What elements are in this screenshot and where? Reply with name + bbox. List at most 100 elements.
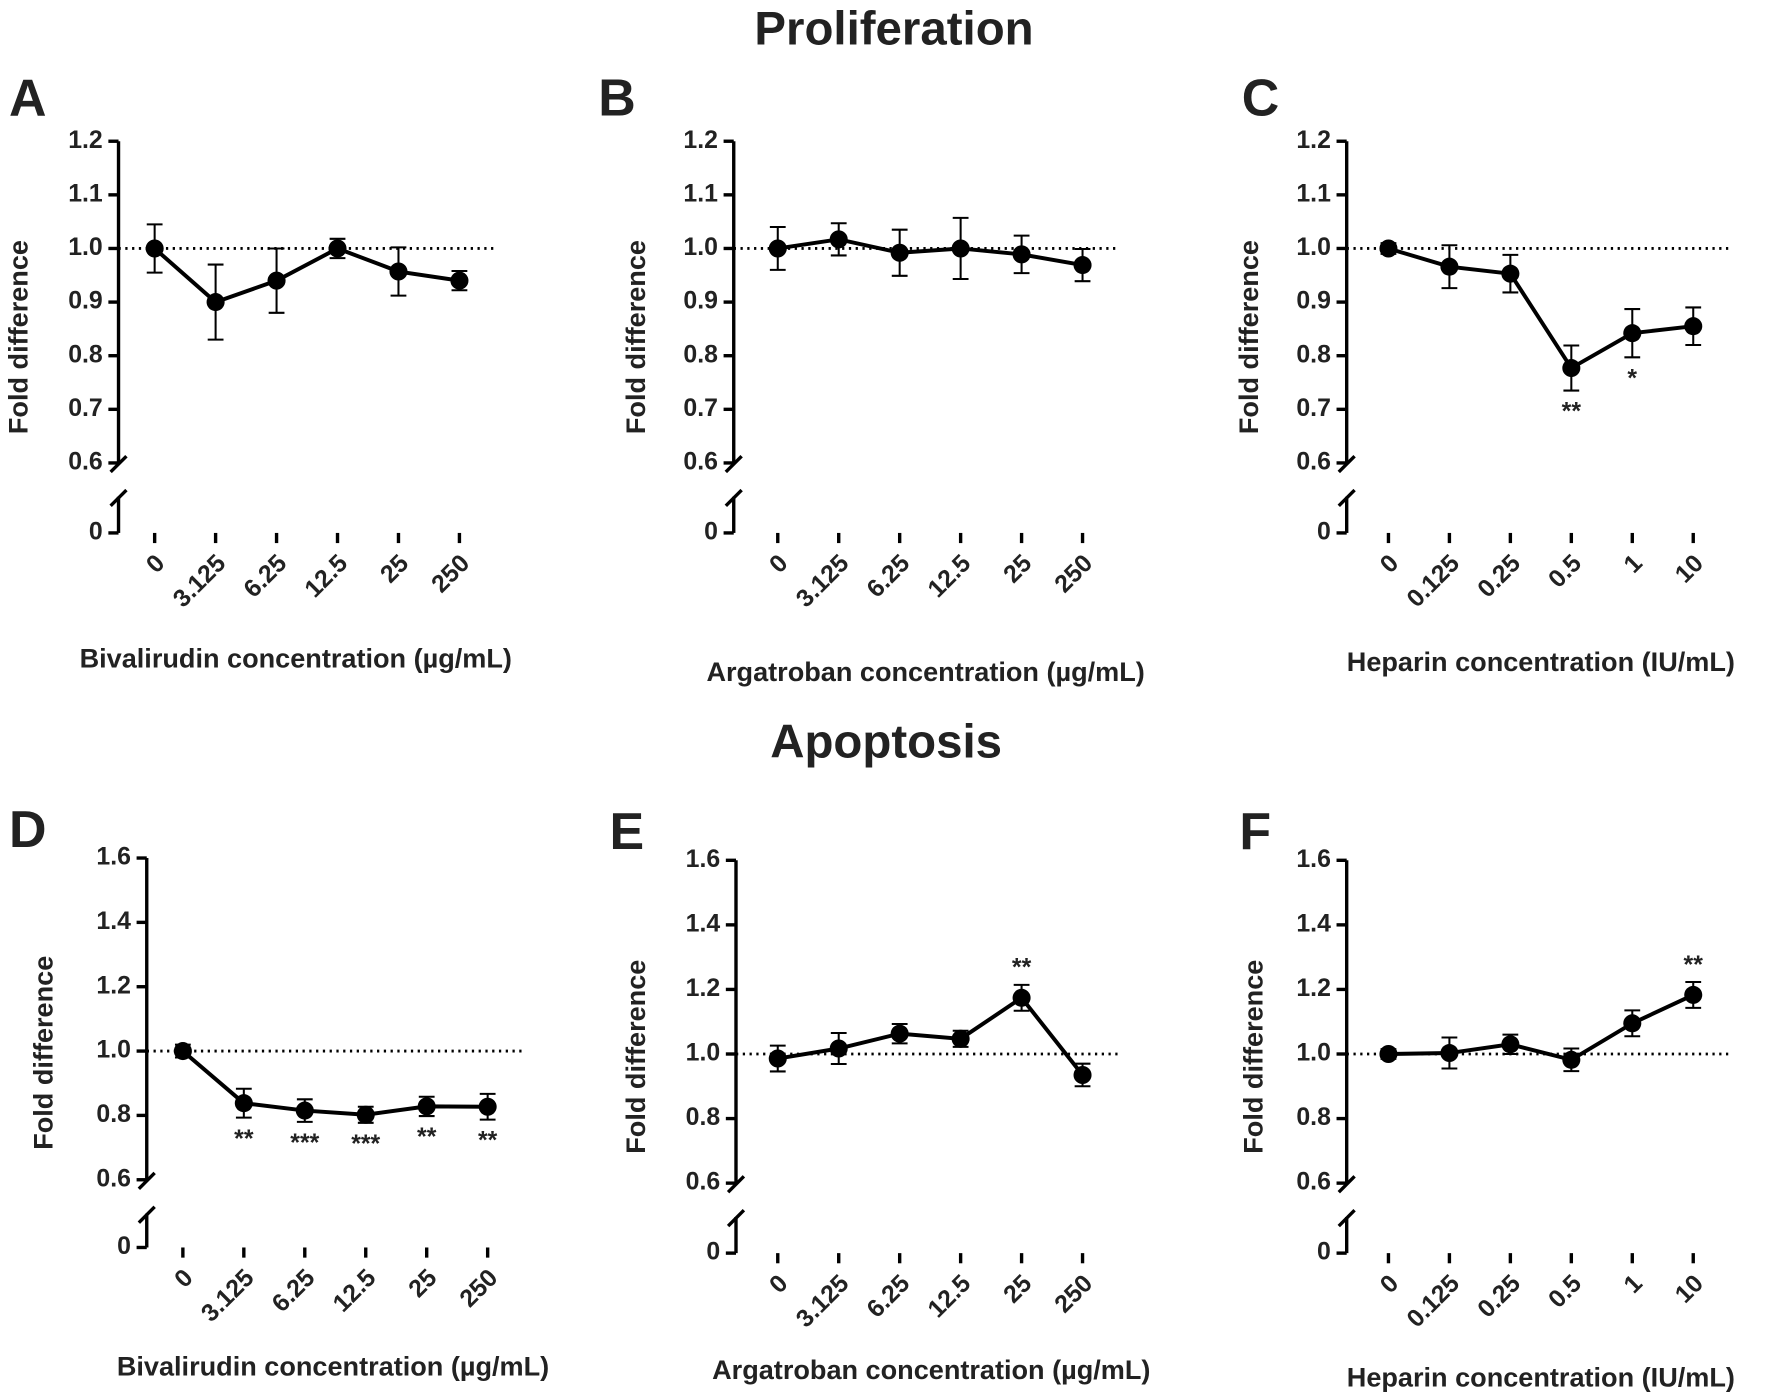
- x-tick-label: 0: [1375, 1270, 1404, 1299]
- data-point: [1379, 239, 1398, 258]
- y-tick-label: 0.9: [68, 288, 103, 315]
- significance-label: **: [234, 1126, 254, 1153]
- data-point: [1623, 324, 1642, 343]
- y-tick-label: 0.6: [1296, 1169, 1331, 1196]
- y-tick-label: 1.6: [686, 846, 721, 873]
- data-point: [1012, 245, 1031, 264]
- y-tick-label: 1.4: [96, 908, 131, 935]
- x-tick-label: 250: [1050, 550, 1098, 598]
- y-axis-label: Fold difference: [620, 960, 651, 1154]
- y-axis-label: Fold difference: [2, 240, 33, 434]
- x-tick-label: 0: [765, 550, 794, 579]
- y-tick-label: 0: [1317, 1239, 1331, 1266]
- y-tick-label: 0.6: [96, 1165, 131, 1192]
- significance-label: **: [478, 1128, 498, 1155]
- data-point: [234, 1094, 253, 1113]
- data-point: [328, 239, 347, 258]
- x-tick-label: 0: [1375, 550, 1404, 579]
- y-tick-label: 0.9: [1296, 288, 1331, 315]
- y-tick-label: 1.4: [1296, 910, 1331, 937]
- y-tick-label: 1.2: [1296, 975, 1331, 1002]
- x-tick-label: 0: [141, 550, 170, 579]
- y-tick-label: 1.1: [1296, 180, 1331, 207]
- x-tick-label: 6.25: [267, 1264, 320, 1317]
- y-tick-label: 0.8: [686, 1104, 721, 1131]
- x-axis-label: Heparin concentration (IU/mL): [1347, 646, 1735, 677]
- y-tick-label: 0: [1317, 518, 1331, 545]
- significance-label: *: [1627, 365, 1637, 392]
- x-tick-label: 25: [999, 1270, 1038, 1309]
- y-tick-label: 0.6: [683, 449, 718, 476]
- y-tick-label: 1.0: [96, 1037, 131, 1064]
- data-point: [356, 1105, 375, 1124]
- y-tick-label: 1.0: [1296, 1040, 1331, 1067]
- y-tick-label: 0.7: [683, 395, 718, 422]
- panel-label: A: [9, 69, 46, 127]
- y-tick-label: 0.8: [1296, 1104, 1331, 1131]
- x-tick-label: 12.5: [328, 1264, 381, 1317]
- y-tick-label: 1.0: [68, 234, 103, 261]
- x-tick-label: 0.125: [1402, 550, 1465, 613]
- data-point: [478, 1097, 497, 1116]
- y-tick-label: 0.8: [1296, 341, 1331, 368]
- data-point: [1501, 264, 1520, 283]
- x-tick-label: 6.25: [862, 1270, 915, 1323]
- panel-label: F: [1239, 803, 1271, 861]
- significance-label: **: [417, 1124, 437, 1151]
- x-tick-label: 25: [404, 1264, 443, 1303]
- panel-label: D: [9, 801, 46, 859]
- data-point: [1623, 1014, 1642, 1033]
- y-tick-label: 0.6: [68, 449, 103, 476]
- data-point: [1440, 257, 1459, 276]
- x-tick-label: 12.5: [300, 550, 353, 603]
- x-tick-label: 3.125: [168, 550, 231, 613]
- panel-label: B: [598, 69, 636, 127]
- y-tick-label: 1.6: [1296, 846, 1331, 873]
- data-point: [1012, 988, 1031, 1007]
- significance-label: ***: [351, 1131, 380, 1158]
- significance-label: **: [1684, 952, 1704, 979]
- data-line: [181, 1049, 488, 1117]
- data-point: [1684, 317, 1703, 336]
- x-tick-label: 0: [170, 1264, 199, 1293]
- data-point: [1379, 1044, 1398, 1064]
- x-axis-label: Argatroban concentration (µg/mL): [706, 656, 1144, 687]
- y-tick-label: 0.8: [683, 341, 718, 368]
- y-tick-label: 1.4: [686, 910, 721, 937]
- data-point: [295, 1101, 314, 1120]
- data-point: [951, 1029, 970, 1048]
- data-point: [829, 1039, 848, 1058]
- data-line: [153, 246, 460, 305]
- data-line: [1388, 993, 1695, 1062]
- data-point: [768, 1049, 787, 1068]
- x-axis-label: Bivalirudin concentration (µg/mL): [117, 1350, 549, 1381]
- x-tick-label: 3.125: [196, 1264, 259, 1327]
- x-axis-label: Heparin concentration (IU/mL): [1347, 1362, 1735, 1393]
- data-point: [890, 243, 909, 262]
- data-point: [450, 271, 469, 290]
- y-tick-label: 0.7: [1296, 395, 1331, 422]
- data-point: [267, 271, 286, 290]
- y-axis-label: Fold difference: [1233, 240, 1264, 434]
- x-tick-label: 0.125: [1402, 1270, 1465, 1333]
- x-tick-label: 250: [1050, 1270, 1098, 1318]
- x-tick-label: 10: [1670, 1270, 1709, 1309]
- x-tick-label: 3.125: [791, 550, 854, 613]
- y-tick-label: 1.2: [686, 975, 721, 1002]
- y-tick-label: 1.0: [686, 1040, 721, 1067]
- data-point: [145, 239, 164, 258]
- y-tick-label: 0.8: [96, 1101, 131, 1128]
- data-line: [777, 237, 1083, 268]
- y-tick-label: 0.9: [683, 288, 718, 315]
- x-tick-label: 1: [1619, 1270, 1648, 1299]
- x-tick-label: 250: [455, 1264, 503, 1312]
- data-point: [1684, 985, 1703, 1004]
- y-tick-label: 0.8: [68, 341, 103, 368]
- y-tick-label: 0.6: [686, 1169, 721, 1196]
- x-tick-label: 0.25: [1473, 550, 1526, 603]
- data-point: [1073, 1065, 1092, 1085]
- x-tick-label: 12.5: [923, 550, 976, 603]
- significance-label: **: [1012, 955, 1032, 982]
- data-point: [389, 262, 408, 281]
